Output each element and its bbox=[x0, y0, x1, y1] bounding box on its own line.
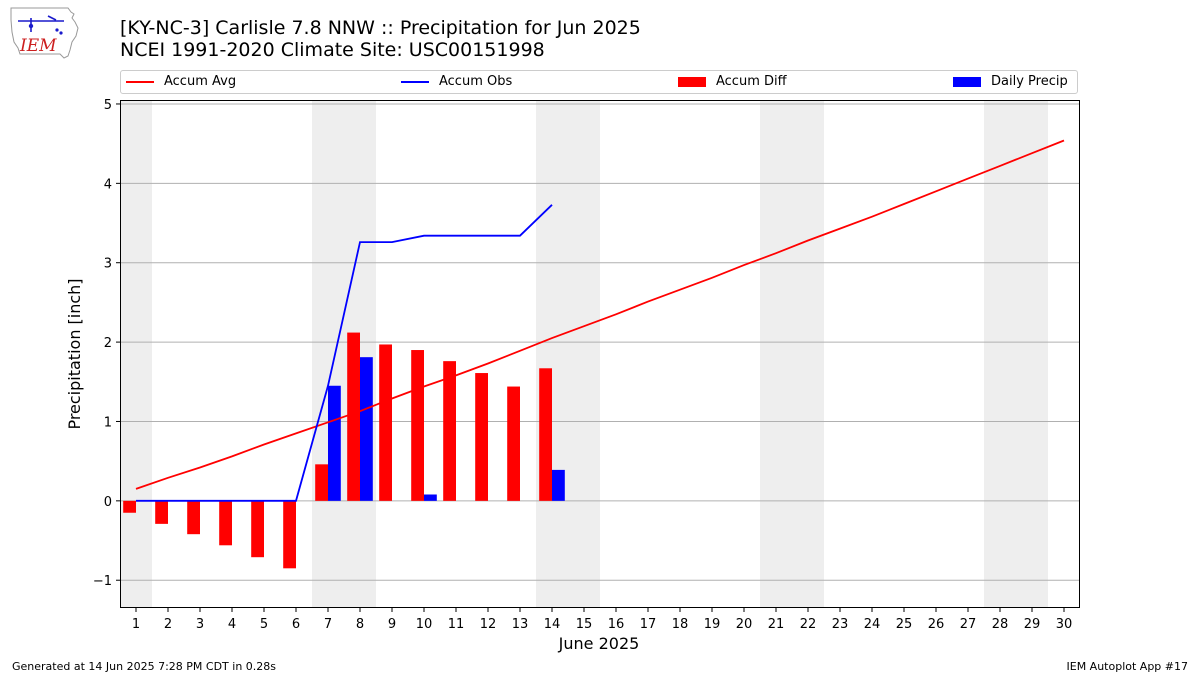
legend-swatch-accum-avg bbox=[126, 81, 154, 83]
x-tick-label: 21 bbox=[768, 617, 785, 632]
bar-daily-precip-day-8 bbox=[360, 357, 373, 501]
y-axis-label: Precipitation [inch] bbox=[65, 278, 84, 429]
chart-legend: Accum Avg Accum Obs Accum Diff Daily Pre… bbox=[120, 70, 1078, 94]
x-axis-label: June 2025 bbox=[558, 634, 640, 653]
y-tick-label: −1 bbox=[93, 574, 112, 589]
weekend-band-day-22 bbox=[792, 100, 824, 608]
bar-accum-diff-day-6 bbox=[283, 500, 296, 569]
x-tick-label: 28 bbox=[992, 617, 1009, 632]
x-tick-label: 23 bbox=[832, 617, 849, 632]
bar-accum-diff-day-7 bbox=[315, 464, 328, 501]
x-tick-label: 17 bbox=[640, 617, 657, 632]
x-tick-label: 1 bbox=[132, 617, 140, 632]
legend-label-accum-diff: Accum Diff bbox=[716, 74, 787, 89]
legend-swatch-accum-diff bbox=[678, 77, 706, 87]
grid-lines bbox=[120, 103, 1080, 581]
weekend-band-day-21 bbox=[760, 100, 792, 608]
bar-accum-diff-day-2 bbox=[155, 500, 168, 524]
x-tick-label: 22 bbox=[800, 617, 817, 632]
bar-accum-diff-day-1 bbox=[123, 500, 136, 513]
bar-accum-diff-day-5 bbox=[251, 500, 264, 558]
x-tick-label: 25 bbox=[896, 617, 913, 632]
x-tick-label: 5 bbox=[260, 617, 268, 632]
x-tick-label: 19 bbox=[704, 617, 721, 632]
line-accum-avg bbox=[135, 139, 1065, 490]
x-tick-label: 11 bbox=[448, 617, 465, 632]
legend-swatch-accum-obs bbox=[401, 81, 429, 83]
y-tick-label: 0 bbox=[104, 495, 112, 510]
x-tick-label: 14 bbox=[544, 617, 561, 632]
bar-accum-diff-day-12 bbox=[475, 373, 488, 501]
weekend-band-day-7 bbox=[312, 100, 344, 608]
line-accum-obs bbox=[136, 204, 553, 502]
legend-label-daily-precip: Daily Precip bbox=[991, 74, 1068, 89]
bar-accum-diff-day-8 bbox=[347, 332, 360, 501]
y-tick-label: 4 bbox=[104, 177, 112, 192]
x-tick-label: 30 bbox=[1056, 617, 1073, 632]
x-tick-label: 13 bbox=[512, 617, 529, 632]
x-tick-label: 10 bbox=[416, 617, 433, 632]
x-tick-label: 12 bbox=[480, 617, 497, 632]
bar-accum-diff-day-10 bbox=[411, 350, 424, 501]
x-tick-label: 3 bbox=[196, 617, 204, 632]
x-tick-label: 4 bbox=[228, 617, 236, 632]
y-tick-label: 5 bbox=[104, 98, 112, 113]
weekend-band-day-1 bbox=[120, 100, 152, 608]
iem-logo: IEM bbox=[8, 6, 80, 60]
legend-label-accum-obs: Accum Obs bbox=[439, 74, 513, 89]
y-tick-label: 3 bbox=[104, 257, 112, 272]
x-tick-label: 6 bbox=[292, 617, 300, 632]
x-tick-label: 8 bbox=[356, 617, 364, 632]
weekend-band-day-15 bbox=[568, 100, 600, 608]
x-tick-label: 7 bbox=[324, 617, 332, 632]
bar-accum-diff-day-13 bbox=[507, 386, 520, 501]
x-tick-label: 16 bbox=[608, 617, 625, 632]
x-tick-label: 29 bbox=[1024, 617, 1041, 632]
x-tick-label: 15 bbox=[576, 617, 593, 632]
footer-app-text: IEM Autoplot App #17 bbox=[1066, 660, 1189, 673]
x-tick-label: 9 bbox=[388, 617, 396, 632]
weekend-band-day-14 bbox=[536, 100, 568, 608]
x-tick-label: 26 bbox=[928, 617, 945, 632]
x-tick-label: 2 bbox=[164, 617, 172, 632]
plot-frame bbox=[120, 100, 1080, 608]
legend-swatch-daily-precip bbox=[953, 77, 981, 87]
x-tick-label: 24 bbox=[864, 617, 881, 632]
weekend-band-day-29 bbox=[1016, 100, 1048, 608]
footer-generated-text: Generated at 14 Jun 2025 7:28 PM CDT in … bbox=[12, 660, 277, 673]
bar-accum-diff-day-3 bbox=[187, 500, 200, 535]
line-series bbox=[135, 139, 1065, 502]
bar-daily-precip-day-7 bbox=[328, 385, 341, 501]
legend-label-accum-avg: Accum Avg bbox=[164, 74, 237, 89]
chart-title: [KY-NC-3] Carlisle 7.8 NNW :: Precipitat… bbox=[120, 17, 641, 39]
y-tick-label: 1 bbox=[104, 415, 112, 430]
x-tick-label: 27 bbox=[960, 617, 977, 632]
bar-series bbox=[123, 332, 565, 569]
bar-daily-precip-day-14 bbox=[552, 469, 565, 501]
weekend-shading bbox=[120, 100, 1048, 608]
bar-accum-diff-day-9 bbox=[379, 344, 392, 501]
bar-accum-diff-day-4 bbox=[219, 500, 232, 546]
logo-text: IEM bbox=[19, 36, 57, 56]
bar-accum-diff-day-14 bbox=[539, 368, 552, 501]
weekend-band-day-28 bbox=[984, 100, 1016, 608]
chart-subtitle: NCEI 1991-2020 Climate Site: USC00151998 bbox=[120, 39, 545, 61]
bar-daily-precip-day-10 bbox=[424, 494, 437, 501]
x-tick-label: 18 bbox=[672, 617, 689, 632]
bar-accum-diff-day-11 bbox=[443, 361, 456, 501]
y-tick-label: 2 bbox=[104, 336, 112, 351]
x-tick-label: 20 bbox=[736, 617, 753, 632]
